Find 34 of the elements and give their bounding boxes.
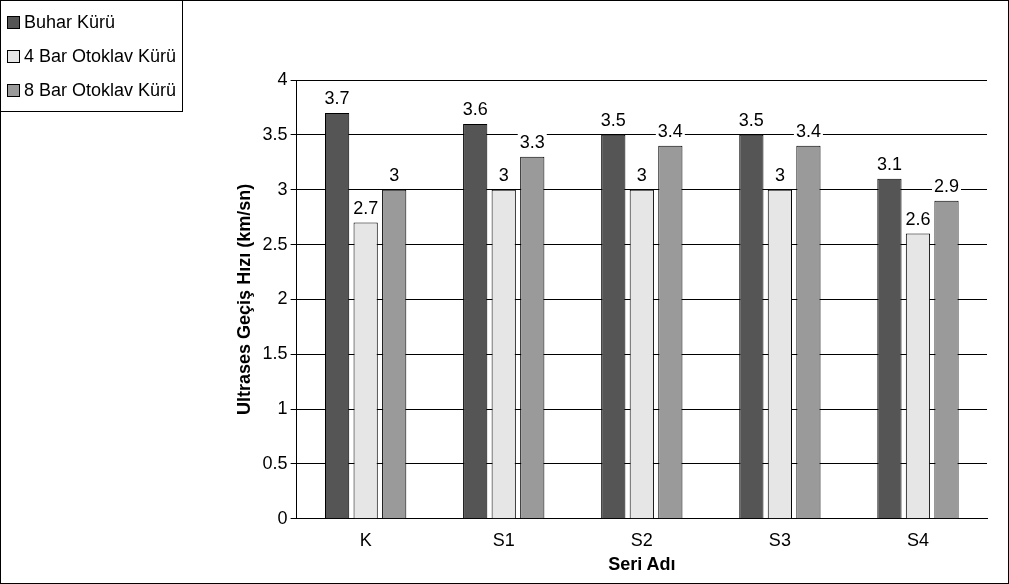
data-label: 2.9: [933, 175, 960, 196]
data-label: 3: [774, 164, 785, 185]
data-label: 3.6: [462, 98, 488, 119]
y-tick-label: 3: [277, 178, 288, 199]
legend-label: 8 Bar Otoklav Kürü: [24, 79, 177, 101]
y-tick-label: 0.5: [262, 452, 288, 473]
data-label: 3.4: [795, 120, 821, 141]
legend-label: 4 Bar Otoklav Kürü: [24, 45, 177, 67]
x-tick-label: S1: [492, 529, 515, 550]
data-label: 3: [389, 164, 400, 185]
data-label: 3: [498, 164, 509, 185]
y-tick-label: 1.5: [262, 343, 288, 364]
x-tick-label: S4: [906, 529, 929, 550]
data-label: 2.6: [905, 208, 931, 229]
y-tick-label: 1: [277, 398, 288, 419]
x-axis-title: Seri Adı: [608, 554, 676, 575]
data-label: 3: [636, 164, 647, 185]
data-label: 3.4: [657, 120, 683, 141]
y-tick-label: 0: [277, 507, 288, 528]
data-label: 3.5: [738, 109, 764, 130]
x-tick-label: S3: [768, 529, 791, 550]
y-tick-label: 3.5: [262, 123, 288, 144]
data-label: 3.5: [600, 109, 626, 130]
y-tick-label: 2: [277, 288, 288, 309]
y-tick-label: 4: [277, 68, 288, 89]
x-tick-label: K: [359, 529, 372, 550]
x-tick-label: S2: [630, 529, 653, 550]
data-label: 3.3: [519, 131, 545, 152]
y-tick-label: 2.5: [262, 233, 288, 254]
y-axis-title: Ultrases Geçiş Hızı (km/sn): [233, 183, 254, 415]
data-label: 3.1: [876, 153, 902, 174]
data-label: 3.7: [324, 87, 350, 108]
legend-label: Buhar Kürü: [24, 11, 116, 33]
data-label: 2.7: [353, 197, 379, 218]
